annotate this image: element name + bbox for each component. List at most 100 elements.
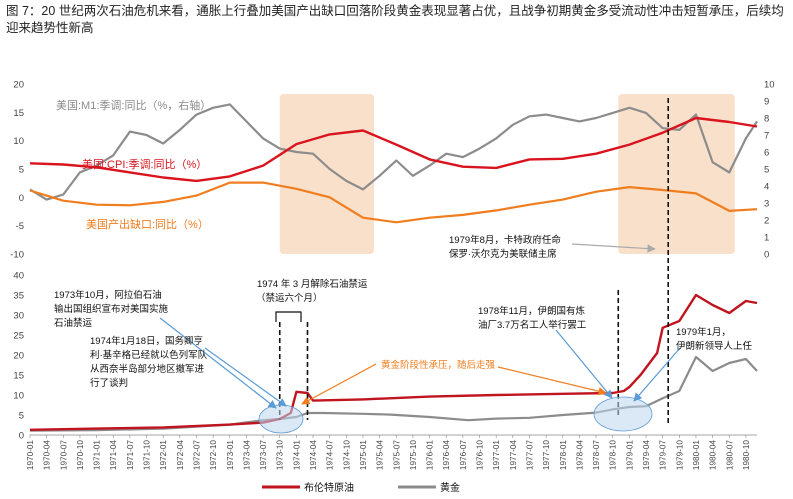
x-tick-label: 1975-07 bbox=[392, 440, 401, 470]
y-left-tick: -10 bbox=[10, 250, 24, 261]
y-right-tick: 10 bbox=[764, 80, 775, 91]
annotation-gold-pressure: 黄金阶段性承压，随后走强 bbox=[381, 359, 496, 371]
page-title: 图 7：20 世纪两次石油危机来看，通胀上行叠加美国产出缺口回落阶段黄金表现显著… bbox=[6, 4, 784, 35]
y-bottom-tick: 40 bbox=[13, 271, 24, 282]
y-right-tick: 1 bbox=[764, 233, 769, 244]
y-right-tick: 3 bbox=[764, 199, 769, 210]
x-tick-label: 1980-07 bbox=[725, 440, 734, 470]
y-bottom-tick: 15 bbox=[13, 371, 24, 382]
x-tick-label: 1976-04 bbox=[442, 440, 451, 470]
y-left-tick: 10 bbox=[13, 136, 24, 147]
annotation-embargo-lifted: 1974 年 3 月解除石油禁运 bbox=[257, 278, 368, 290]
x-tick-label: 1976-01 bbox=[426, 440, 435, 470]
y-bottom-tick: 25 bbox=[13, 331, 24, 342]
x-tick-label: 1977-07 bbox=[525, 440, 534, 470]
cpi-series-label: 美国:CPI:季调:同比（%） bbox=[82, 158, 207, 171]
x-tick-label: 1979-01 bbox=[625, 440, 634, 470]
x-tick-label: 1973-07 bbox=[259, 440, 268, 470]
y-right-tick: 0 bbox=[764, 250, 769, 261]
x-tick-label: 1970-04 bbox=[43, 440, 52, 470]
annotation-embargo-duration: （禁运六个月） bbox=[256, 292, 323, 304]
annotation-embargo: 1973年10月，阿拉伯石油 输出国组织宣布对美国实施 石油禁运 bbox=[54, 289, 171, 329]
x-tick-label: 1970-10 bbox=[76, 440, 85, 470]
x-tick-label: 1971-04 bbox=[109, 440, 118, 470]
top-panel-axes: -10 -5 0 5 10 15 20 0 1 2 3 4 5 6 7 8 9 10 bbox=[10, 80, 774, 261]
cpi-series-line bbox=[29, 116, 758, 183]
x-tick-label: 1980-10 bbox=[742, 440, 751, 470]
x-tick-label: 1971-10 bbox=[143, 440, 152, 470]
arrow-volcker bbox=[571, 243, 656, 253]
shaded-period-2 bbox=[618, 94, 735, 254]
y-right-tick: 4 bbox=[764, 182, 769, 193]
x-tick-label: 1975-04 bbox=[376, 440, 385, 470]
x-tick-label: 1977-10 bbox=[542, 440, 551, 470]
highlight-ellipse-1979 bbox=[593, 396, 653, 432]
y-bottom-tick: 0 bbox=[19, 431, 24, 442]
highlight-ellipse-1974 bbox=[258, 404, 304, 434]
m1-series-line bbox=[29, 103, 758, 201]
annotation-kissinger: 1974年1月18日，国务卿亨 利·基辛格已经就以色列军队 从西奈半岛部分地区撤… bbox=[90, 335, 210, 389]
x-tick-label: 1976-07 bbox=[459, 440, 468, 470]
x-tick-label: 1971-01 bbox=[93, 440, 102, 470]
x-tick-label: 1977-04 bbox=[509, 440, 518, 470]
x-tick-label: 1973-01 bbox=[226, 440, 235, 470]
arrow-gold-pressure-2 bbox=[497, 366, 607, 396]
annotation-iran-strike: 1978年11月，伊朗国有炼 油厂3.7万名工人举行罢工 bbox=[478, 305, 588, 331]
bottom-panel-axes: 0 5 10 15 20 25 30 35 40 1970-01 1970-04 1970-07 197… bbox=[13, 271, 757, 470]
y-bottom-tick: 30 bbox=[13, 311, 24, 322]
x-tick-label: 1973-10 bbox=[276, 440, 285, 470]
y-bottom-tick: 35 bbox=[13, 291, 24, 302]
x-tick-label: 1980-01 bbox=[692, 440, 701, 470]
x-tick-label: 1979-07 bbox=[659, 440, 668, 470]
arrow-embargo bbox=[159, 317, 277, 409]
legend-gold-label: 黄金 bbox=[440, 481, 460, 494]
top-panel-series bbox=[29, 103, 758, 224]
y-right-tick: 7 bbox=[764, 131, 769, 142]
x-tick-label: 1975-01 bbox=[359, 440, 368, 470]
x-tick-label: 1978-01 bbox=[559, 440, 568, 470]
x-tick-label: 1974-04 bbox=[309, 440, 318, 470]
x-tick-label: 1978-07 bbox=[592, 440, 601, 470]
y-left-tick: 0 bbox=[19, 193, 24, 204]
x-tick-label: 1974-01 bbox=[292, 440, 301, 470]
x-tick-label: 1975-10 bbox=[409, 440, 418, 470]
gap-series-label: 美国产出缺口:同比（%） bbox=[86, 217, 209, 231]
x-tick-label: 1979-10 bbox=[675, 440, 684, 470]
y-right-tick: 8 bbox=[764, 114, 769, 125]
x-tick-label: 1972-07 bbox=[192, 440, 201, 470]
x-tick-label: 1972-10 bbox=[209, 440, 218, 470]
m1-series-label: 美国:M1:季调:同比（%，右轴） bbox=[56, 98, 211, 112]
x-tick-label: 1976-10 bbox=[476, 440, 485, 470]
shaded-periods bbox=[279, 94, 735, 254]
x-tick-label: 1978-10 bbox=[609, 440, 618, 470]
legend: 布伦特原油 黄金 bbox=[262, 481, 460, 494]
x-tick-label: 1970-01 bbox=[26, 440, 35, 470]
x-tick-label: 1978-04 bbox=[575, 440, 584, 470]
gap-series-line bbox=[29, 181, 758, 224]
x-tick-label: 1977-01 bbox=[492, 440, 501, 470]
y-right-tick: 5 bbox=[764, 165, 769, 176]
y-bottom-tick: 20 bbox=[13, 351, 24, 362]
x-tick-label: 1980-04 bbox=[709, 440, 718, 470]
arrow-iran-strike bbox=[555, 329, 613, 399]
y-bottom-tick: 10 bbox=[13, 391, 24, 402]
arrow-kissinger bbox=[204, 347, 287, 407]
x-tick-label: 1973-04 bbox=[242, 440, 251, 470]
arrow-iran-leader bbox=[633, 347, 681, 402]
y-right-tick: 6 bbox=[764, 148, 769, 159]
x-tick-label: 1970-07 bbox=[59, 440, 68, 470]
embargo-bracket bbox=[275, 311, 302, 322]
y-left-tick: 5 bbox=[19, 165, 24, 176]
annotation-iran-leader: 1979年1月， 伊朗新领导人上任 bbox=[676, 326, 753, 352]
y-right-tick: 2 bbox=[764, 216, 769, 227]
y-left-tick: 15 bbox=[13, 108, 24, 119]
x-tick-label: 1972-01 bbox=[159, 440, 168, 470]
legend-oil-label: 布伦特原油 bbox=[304, 481, 354, 494]
x-tick-label: 1971-07 bbox=[126, 440, 135, 470]
y-left-tick: 20 bbox=[13, 80, 24, 91]
y-right-tick: 9 bbox=[764, 97, 769, 108]
y-left-tick: -5 bbox=[16, 221, 24, 232]
x-tick-label: 1974-10 bbox=[342, 440, 351, 470]
x-tick-label: 1974-07 bbox=[326, 440, 335, 470]
